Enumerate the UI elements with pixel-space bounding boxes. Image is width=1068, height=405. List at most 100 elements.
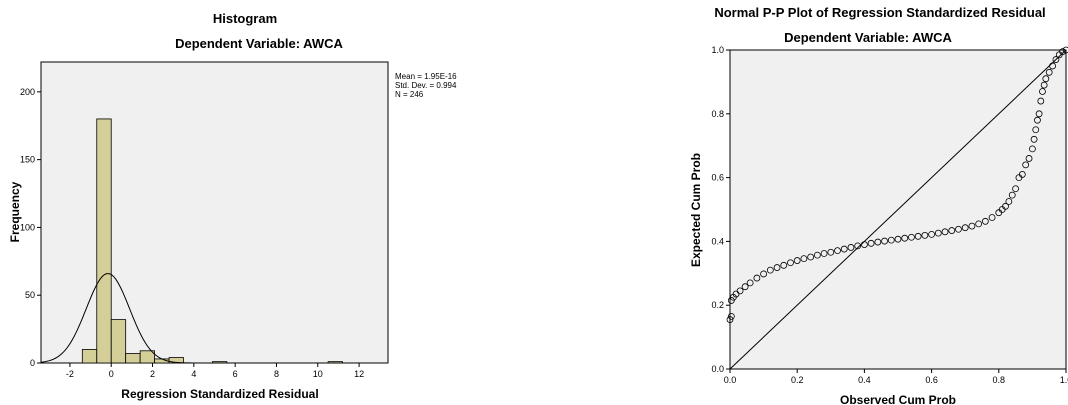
pp-point <box>941 228 949 236</box>
normal-curve <box>40 273 388 364</box>
pp-plot-chart: Normal P-P Plot of Regression Standardiz… <box>689 5 1068 405</box>
pp-point <box>914 232 922 240</box>
histogram-bar <box>81 349 98 364</box>
pp-point <box>727 312 735 320</box>
pp-point <box>766 266 774 274</box>
pp-point <box>813 251 821 259</box>
pp-point <box>861 241 868 248</box>
pp-point <box>746 279 754 287</box>
histogram-plot-area <box>40 61 389 364</box>
histogram-stat-n: N = 246 <box>395 90 424 99</box>
pp-point <box>840 245 848 253</box>
pp-point <box>847 244 855 251</box>
pp-y-axis-label: Expected Cum Prob <box>689 153 703 267</box>
pp-point <box>726 316 734 323</box>
pp-point <box>968 222 976 230</box>
histogram-bar <box>139 350 156 364</box>
pp-point <box>1035 110 1043 118</box>
pp-point <box>820 250 828 257</box>
pp-point <box>988 214 996 221</box>
pp-point <box>1025 155 1033 162</box>
histogram-title: Histogram <box>213 11 277 26</box>
pp-point <box>1030 135 1038 143</box>
pp-point <box>1018 171 1026 178</box>
pp-point <box>894 235 902 243</box>
pp-point <box>1005 198 1013 205</box>
pp-point <box>908 233 915 241</box>
histogram-y-tick-label: 0 <box>30 358 35 368</box>
histogram-bar <box>168 357 184 364</box>
pp-point <box>780 261 788 269</box>
pp-point <box>1008 191 1016 199</box>
pp-point <box>1049 62 1056 70</box>
pp-point <box>955 225 962 233</box>
pp-x-tick-label: 0.2 <box>791 375 804 385</box>
pp-point <box>1040 81 1048 89</box>
pp-point <box>928 230 935 238</box>
pp-point <box>854 242 862 250</box>
pp-point <box>787 259 794 267</box>
pp-y-tick-label: 0.6 <box>711 173 724 183</box>
histogram-subtitle: Dependent Variable: AWCA <box>175 36 343 51</box>
pp-point <box>1034 116 1041 124</box>
pp-y-tick-label: 0.4 <box>711 236 724 246</box>
pp-point <box>1059 48 1067 55</box>
pp-point <box>793 257 801 264</box>
histogram-stat-mean: Mean = 1.95E-16 <box>395 72 457 81</box>
pp-points <box>726 46 1068 323</box>
pp-x-tick-label: 0.6 <box>925 375 938 385</box>
histogram-y-tick-label: 100 <box>20 222 35 232</box>
pp-point <box>881 237 888 245</box>
pp-point <box>961 224 969 232</box>
pp-point <box>800 255 808 263</box>
histogram-bar <box>96 118 112 364</box>
pp-point <box>867 239 875 247</box>
histogram-x-tick-label: 10 <box>313 369 323 379</box>
pp-y-tick-label: 1.0 <box>711 45 724 55</box>
pp-point <box>827 248 835 256</box>
histogram-x-tick-label: -2 <box>66 369 74 379</box>
histogram-x-tick-label: 12 <box>354 369 364 379</box>
pp-x-tick-label: 0.8 <box>993 375 1006 385</box>
histogram-x-tick-label: 8 <box>274 369 279 379</box>
pp-point <box>773 264 781 271</box>
histogram-bar <box>110 319 127 364</box>
pp-x-ticks: 0.0 0.2 0.4 0.6 0.8 1.0 <box>724 369 1068 385</box>
pp-point <box>1022 161 1030 169</box>
pp-point <box>975 220 983 228</box>
histogram-x-tick-label: 2 <box>150 369 155 379</box>
pp-point <box>1039 88 1046 95</box>
pp-point <box>1052 56 1060 63</box>
histogram-bar <box>125 353 141 364</box>
pp-reference-line <box>729 49 1067 370</box>
pp-plot-title: Normal P-P Plot of Regression Standardiz… <box>714 5 1045 20</box>
pp-point <box>1032 126 1040 134</box>
pp-plot-subtitle: Dependent Variable: AWCA <box>784 30 952 45</box>
pp-point <box>807 253 815 261</box>
pp-x-tick-label: 0.4 <box>858 375 871 385</box>
histogram-chart: Histogram Dependent Variable: AWCA 0 50 10… <box>8 11 457 401</box>
histogram-bars <box>81 118 343 364</box>
pp-point <box>887 236 895 244</box>
pp-y-tick-label: 0.0 <box>711 364 724 374</box>
pp-point <box>834 247 841 255</box>
pp-point <box>901 234 909 242</box>
pp-y-tick-label: 0.8 <box>711 109 724 119</box>
pp-y-ticks: 0.0 0.2 0.4 0.6 0.8 1.0 <box>711 45 730 374</box>
pp-x-tick-label: 1.0 <box>1060 375 1068 385</box>
pp-point <box>934 229 942 237</box>
pp-point <box>760 270 767 278</box>
histogram-y-axis-label: Frequency <box>8 181 22 242</box>
pp-point <box>753 274 761 282</box>
pp-point <box>948 227 956 234</box>
pp-x-axis-label: Observed Cum Prob <box>840 393 956 405</box>
pp-point <box>741 283 749 291</box>
pp-point <box>1029 145 1036 153</box>
pp-point <box>1037 97 1045 105</box>
pp-x-tick-label: 0.0 <box>724 375 737 385</box>
histogram-x-axis-label: Regression Standardized Residual <box>121 387 318 401</box>
histogram-x-tick-label: 4 <box>191 369 196 379</box>
histogram-x-tick-label: 0 <box>109 369 114 379</box>
histogram-y-ticks: 0 50 100 150 200 <box>20 87 41 368</box>
